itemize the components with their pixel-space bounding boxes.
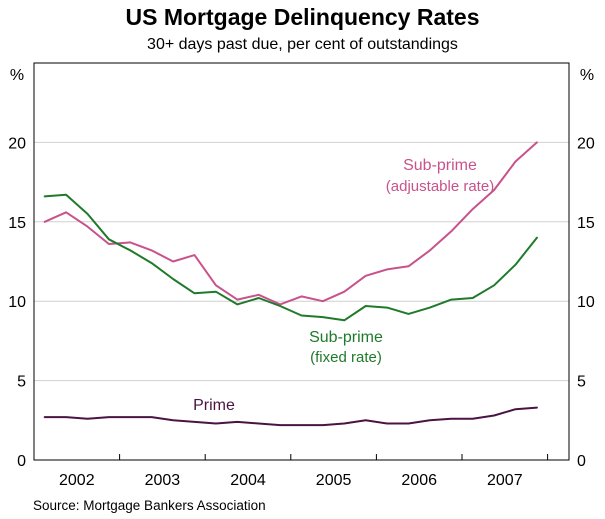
ytick-right-20: 20 (577, 135, 595, 152)
label-subprime-adjustable-line2: (adjustable rate) (386, 178, 494, 195)
y-axis-left: 0 5 10 15 20 (8, 135, 26, 470)
x-axis: 2002 2003 2004 2005 2006 2007 (59, 454, 549, 489)
chart-title: US Mortgage Delinquency Rates (125, 4, 480, 30)
y-axis-right: 0 5 10 15 20 (577, 135, 595, 470)
series-lines (43, 141, 538, 427)
series-line-0 (43, 141, 538, 306)
chart-subtitle: 30+ days past due, per cent of outstandi… (147, 36, 458, 53)
ytick-right-5: 5 (577, 374, 586, 391)
label-prime: Prime (193, 397, 235, 414)
label-subprime-adjustable-line1: Sub-prime (403, 157, 477, 174)
ytick-left-5: 5 (17, 374, 26, 391)
ytick-left-20: 20 (8, 135, 26, 152)
xtick-label-2002: 2002 (59, 472, 95, 489)
ytick-left-0: 0 (17, 453, 26, 470)
xtick-label-2003: 2003 (145, 472, 181, 489)
xtick-label-2005: 2005 (316, 472, 352, 489)
gridlines (34, 141, 569, 382)
ytick-right-0: 0 (577, 453, 586, 470)
ytick-left-15: 15 (8, 215, 26, 232)
series-line-1 (43, 193, 538, 322)
label-subprime-fixed-line1: Sub-prime (309, 329, 383, 346)
xtick-label-2006: 2006 (401, 472, 437, 489)
ytick-right-15: 15 (577, 215, 595, 232)
series-line-2 (43, 406, 538, 427)
xtick-label-2004: 2004 (230, 472, 266, 489)
y-axis-unit-right: % (580, 67, 594, 84)
ytick-left-10: 10 (8, 294, 26, 311)
source-note: Source: Mortgage Bankers Association (33, 498, 266, 513)
label-subprime-fixed-line2: (fixed rate) (310, 349, 382, 366)
plot-frame (33, 62, 570, 461)
xtick-label-2007: 2007 (487, 472, 523, 489)
y-axis-unit-left: % (10, 67, 24, 84)
ytick-right-10: 10 (577, 294, 595, 311)
